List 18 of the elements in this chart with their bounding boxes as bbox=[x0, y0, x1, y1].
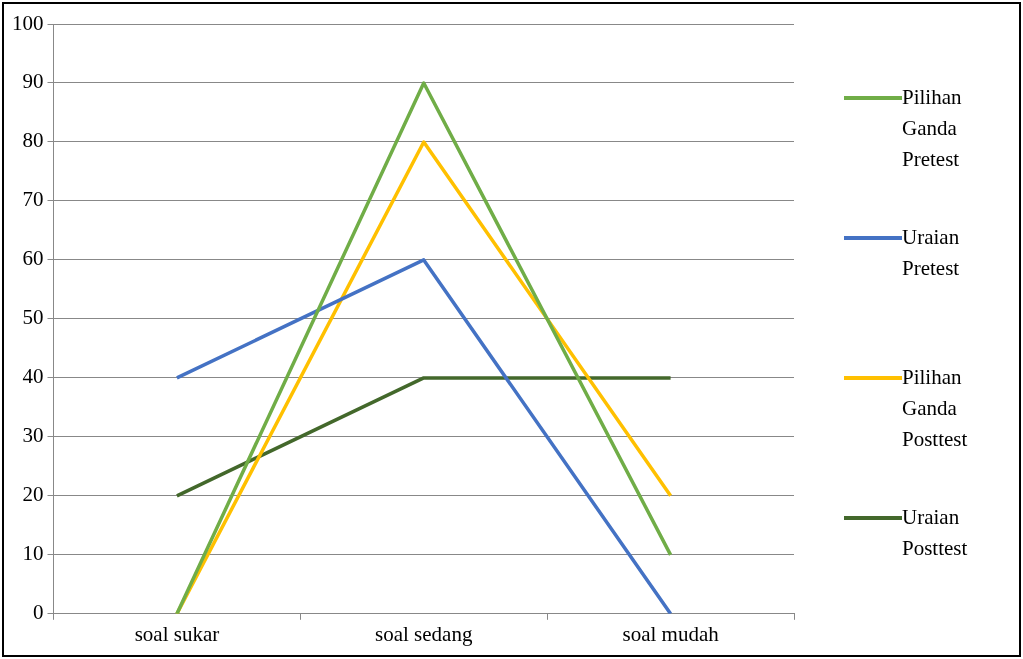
y-tick-label: 80 bbox=[22, 128, 44, 153]
y-tick-label: 100 bbox=[12, 10, 44, 35]
x-tick-label: soal mudah bbox=[622, 621, 720, 646]
legend-label: Pilihan Ganda Pretest bbox=[902, 84, 963, 173]
x-tick-label: soal sedang bbox=[375, 621, 473, 646]
y-tick-label: 40 bbox=[22, 364, 44, 389]
y-tick-label: 70 bbox=[22, 187, 44, 212]
y-tick-label: 0 bbox=[33, 600, 44, 625]
y-tick-label: 90 bbox=[22, 69, 44, 94]
legend-label: Uraian Posttest bbox=[902, 504, 969, 562]
y-tick-label: 10 bbox=[22, 541, 44, 566]
legend-label: Uraian Pretest bbox=[902, 224, 961, 282]
y-tick-label: 50 bbox=[22, 305, 44, 330]
y-tick-label: 30 bbox=[22, 423, 44, 448]
legend-label: Pilihan Ganda Posttest bbox=[902, 364, 969, 453]
x-tick-label: soal sukar bbox=[134, 621, 220, 646]
y-tick-label: 20 bbox=[22, 482, 44, 507]
y-tick-label: 60 bbox=[22, 246, 44, 271]
